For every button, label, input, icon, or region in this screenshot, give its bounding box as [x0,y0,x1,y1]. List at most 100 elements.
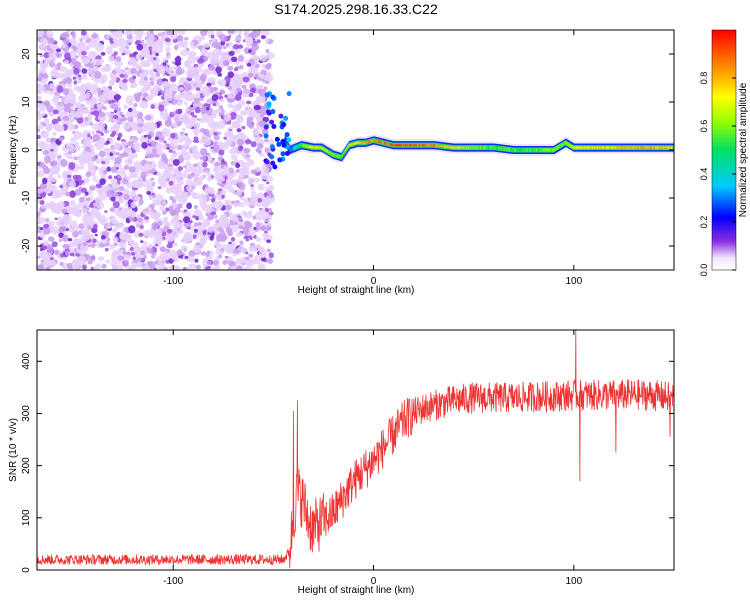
noise-dot [138,72,144,79]
signal-band-core [462,146,465,149]
noise-dot [199,237,207,247]
noise-dot [57,154,62,160]
noise-dot [146,57,153,64]
noise-dot [100,193,108,200]
signal-band-core [414,144,417,147]
noise-dot [124,31,131,36]
signal-band-core [506,148,509,151]
noise-dot [72,230,79,238]
noise-dot [114,222,123,230]
signal-band-core [606,146,609,149]
noise-dot [248,33,254,38]
signal-band-core [412,144,415,147]
signal-band-core [630,146,633,149]
signal-band-core [616,146,619,149]
noise-dot [153,57,157,61]
signal-band-core [663,146,666,149]
noise-dot [132,259,139,264]
noise-dot [193,97,200,104]
noise-dot [95,158,101,165]
spectrogram-ytick-label: 0 [21,147,32,153]
signal-band-core [372,139,375,142]
noise-dot [88,40,98,48]
signal-band-core [389,143,392,146]
noise-dot [114,60,123,67]
signal-band-core [321,147,324,150]
spectrogram-ytick-label: 20 [21,48,32,60]
noise-dot [193,222,199,227]
noise-dot [165,187,172,194]
noise-dot [50,257,54,261]
signal-band-core [648,146,651,149]
noise-dot [39,227,44,231]
noise-dot [77,74,82,78]
noise-dot [140,50,146,58]
noise-dot [213,132,219,136]
signal-band-core [567,142,570,146]
noise-dot [238,55,244,62]
onset-blob [264,92,270,98]
noise-dot [62,234,69,242]
noise-dot [104,247,109,252]
noise-dot [249,109,255,114]
noise-dot [105,46,113,55]
noise-dot [259,139,265,145]
noise-dot [208,64,216,71]
noise-dot [46,125,52,132]
noise-dot [102,106,107,111]
noise-dot [159,70,166,75]
signal-band-core [477,146,480,149]
noise-dot [264,138,269,143]
noise-dot [126,264,133,270]
signal-band-core [445,145,448,148]
signal-band-core [582,146,585,149]
onset-blob [269,144,275,150]
signal-band-core [612,146,615,149]
noise-dot [198,214,204,220]
noise-dot [193,234,197,239]
signal-band-core [640,146,643,149]
noise-dot [125,110,133,119]
noise-dot [74,101,82,109]
signal-band-core [342,153,345,156]
signal-band-core [583,146,586,149]
noise-dot [192,215,196,219]
noise-dot [243,147,251,154]
noise-dot [195,79,204,89]
noise-dot [209,235,214,241]
noise-dot [248,244,258,253]
signal-band-core [324,148,327,152]
signal-band-core [492,146,495,149]
noise-dot [231,154,238,161]
signal-band-core [466,146,469,149]
signal-band-core [511,148,514,152]
noise-dot [80,133,86,138]
noise-dot [249,236,253,241]
noise-dot [141,265,149,270]
noise-dot [71,192,77,197]
signal-band-core [403,144,406,147]
noise-dot [264,147,270,154]
noise-dot [37,188,44,194]
noise-dot [76,42,85,50]
signal-band-core [494,146,497,150]
noise-dot [72,76,77,80]
noise-dot [235,232,243,238]
signal-band-core [495,146,498,150]
noise-dot [192,149,198,155]
signal-band-core [441,145,444,148]
noise-dot [140,250,145,255]
signal-band-core [541,148,544,152]
signal-band-core [305,145,308,148]
noise-dot [144,216,150,220]
signal-band-core [368,140,371,143]
noise-dot [246,100,252,105]
noise-dot [154,136,159,141]
signal-band-core [507,148,510,151]
noise-dot [104,142,108,146]
signal-band-core [575,146,578,149]
signal-band-core [310,146,313,149]
signal-band-core [529,148,532,152]
noise-dot [70,57,77,65]
